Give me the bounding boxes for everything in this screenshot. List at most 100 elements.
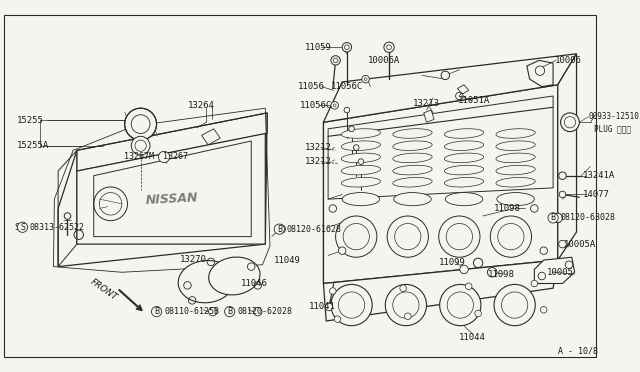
- Text: FRONT: FRONT: [89, 278, 120, 302]
- Circle shape: [385, 285, 426, 326]
- Circle shape: [531, 280, 538, 287]
- Circle shape: [440, 285, 481, 326]
- Ellipse shape: [496, 165, 535, 175]
- Ellipse shape: [393, 177, 432, 187]
- Text: 08110-6125B: 08110-6125B: [164, 307, 219, 316]
- Ellipse shape: [496, 153, 535, 163]
- Text: 13267M: 13267M: [124, 153, 154, 161]
- Ellipse shape: [393, 129, 432, 138]
- Ellipse shape: [393, 153, 432, 163]
- Ellipse shape: [393, 165, 432, 175]
- Text: 13212: 13212: [305, 143, 332, 152]
- Circle shape: [253, 307, 262, 316]
- Circle shape: [460, 265, 468, 274]
- Text: 15255A: 15255A: [17, 141, 49, 150]
- Circle shape: [494, 285, 535, 326]
- Circle shape: [277, 225, 285, 233]
- Polygon shape: [323, 260, 558, 321]
- Circle shape: [490, 216, 532, 257]
- Ellipse shape: [444, 141, 484, 151]
- Polygon shape: [527, 60, 553, 87]
- Text: 15255: 15255: [17, 116, 44, 125]
- Polygon shape: [458, 85, 468, 94]
- Circle shape: [331, 285, 372, 326]
- Text: 11099: 11099: [439, 259, 465, 267]
- Circle shape: [125, 108, 157, 140]
- Text: 13213: 13213: [412, 99, 439, 108]
- Text: 00933-12510: 00933-12510: [589, 112, 639, 121]
- Polygon shape: [424, 110, 434, 122]
- Circle shape: [209, 307, 217, 316]
- Text: 13270: 13270: [180, 254, 207, 264]
- Circle shape: [330, 288, 336, 294]
- Polygon shape: [202, 129, 220, 145]
- Circle shape: [331, 102, 339, 109]
- Ellipse shape: [444, 153, 484, 163]
- Polygon shape: [558, 54, 577, 260]
- Text: 11056C: 11056C: [300, 101, 332, 110]
- Circle shape: [339, 247, 346, 254]
- Text: 13212: 13212: [305, 157, 332, 166]
- Text: S: S: [20, 223, 25, 232]
- Ellipse shape: [444, 129, 484, 138]
- Text: 08120-63028: 08120-63028: [561, 214, 616, 222]
- Circle shape: [559, 240, 566, 248]
- Text: 10005A: 10005A: [563, 240, 596, 248]
- Ellipse shape: [496, 141, 535, 151]
- Polygon shape: [534, 257, 575, 283]
- Ellipse shape: [394, 193, 431, 206]
- Text: 11044: 11044: [460, 333, 486, 342]
- Circle shape: [131, 136, 150, 155]
- Ellipse shape: [341, 141, 381, 151]
- Ellipse shape: [341, 129, 381, 138]
- Circle shape: [553, 213, 563, 222]
- Polygon shape: [77, 134, 266, 244]
- Circle shape: [474, 258, 483, 267]
- Ellipse shape: [445, 193, 483, 206]
- Circle shape: [325, 303, 333, 311]
- Circle shape: [335, 216, 377, 257]
- Text: 10006A: 10006A: [367, 56, 400, 65]
- Text: B: B: [227, 307, 232, 316]
- Circle shape: [531, 205, 538, 212]
- Text: NISSAN: NISSAN: [145, 191, 198, 207]
- Circle shape: [561, 113, 579, 132]
- Text: 10005: 10005: [547, 268, 573, 277]
- Circle shape: [559, 172, 566, 179]
- Ellipse shape: [496, 177, 535, 187]
- Text: A - 10/8: A - 10/8: [558, 346, 598, 356]
- Circle shape: [488, 267, 497, 277]
- Text: PLUG プラグ: PLUG プラグ: [595, 124, 631, 133]
- Ellipse shape: [497, 193, 534, 206]
- Text: B: B: [550, 214, 556, 222]
- Circle shape: [475, 310, 481, 317]
- Text: 13241A: 13241A: [583, 171, 615, 180]
- Ellipse shape: [342, 193, 380, 206]
- Text: 11098: 11098: [494, 204, 521, 213]
- Circle shape: [387, 216, 428, 257]
- Circle shape: [331, 56, 340, 65]
- Circle shape: [358, 159, 364, 164]
- Circle shape: [64, 213, 71, 219]
- Circle shape: [344, 107, 349, 113]
- Ellipse shape: [209, 257, 260, 295]
- Polygon shape: [323, 54, 577, 122]
- Text: 10006: 10006: [555, 56, 582, 65]
- Circle shape: [540, 247, 547, 254]
- Text: 11049: 11049: [274, 256, 301, 264]
- Text: 11046: 11046: [241, 279, 268, 288]
- Text: 13264: 13264: [188, 101, 214, 110]
- Circle shape: [159, 151, 170, 163]
- Circle shape: [535, 66, 545, 76]
- Ellipse shape: [178, 260, 234, 303]
- Text: 08313-62522: 08313-62522: [29, 223, 84, 232]
- Circle shape: [439, 216, 480, 257]
- Text: 11041: 11041: [309, 302, 336, 311]
- Circle shape: [540, 307, 547, 313]
- Circle shape: [329, 205, 337, 212]
- Circle shape: [404, 313, 411, 320]
- Text: S: S: [14, 223, 19, 232]
- Text: 11051A: 11051A: [458, 96, 490, 105]
- Text: 11098: 11098: [488, 270, 515, 279]
- Circle shape: [384, 42, 394, 52]
